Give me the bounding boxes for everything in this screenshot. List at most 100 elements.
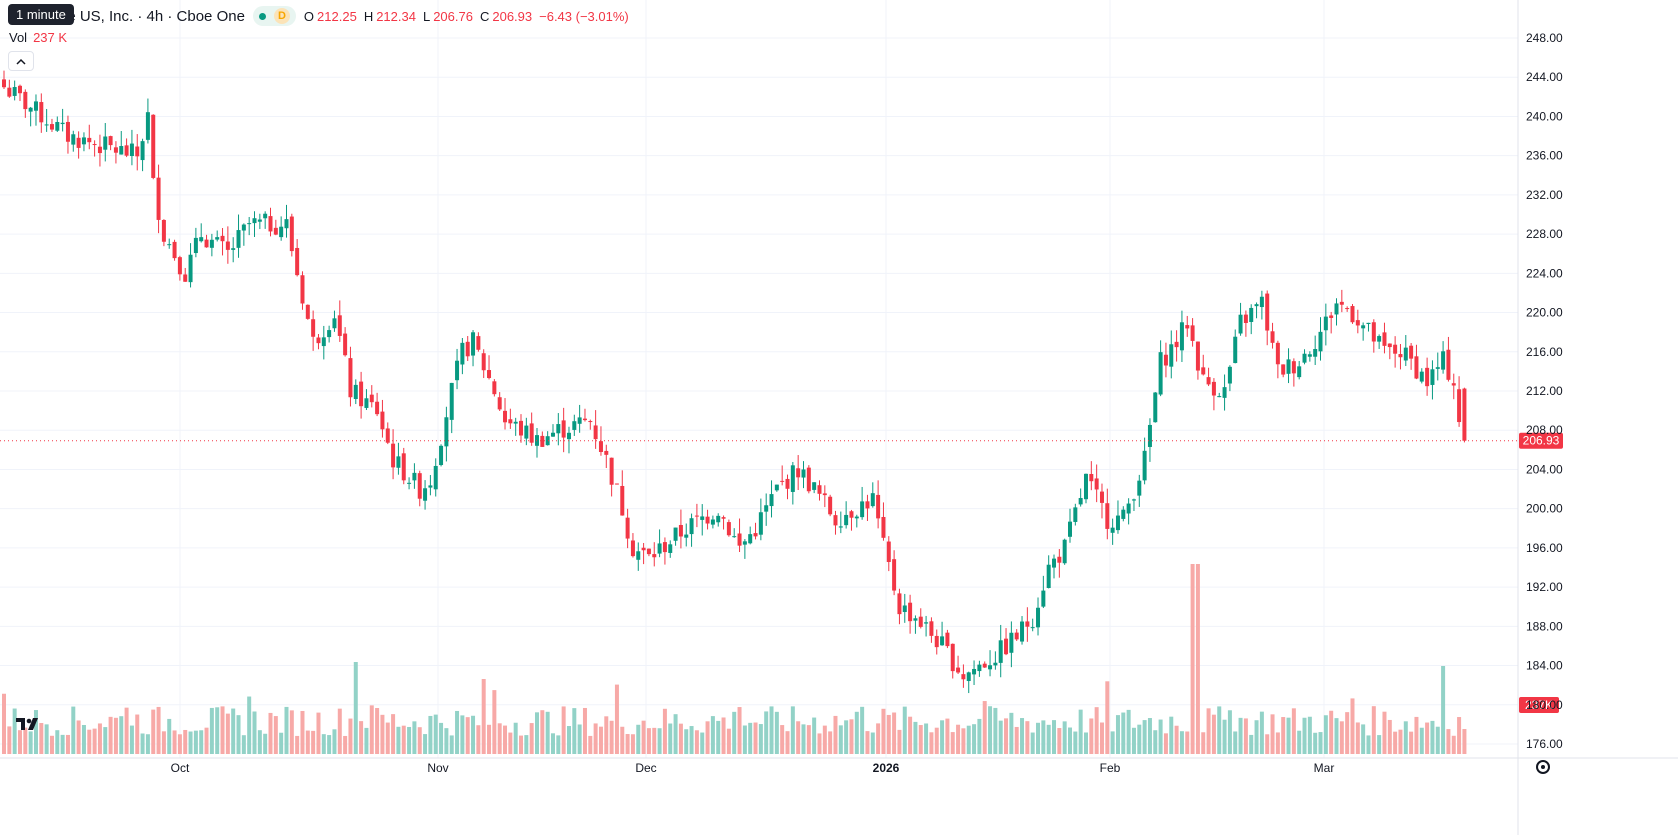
market-status[interactable]: D [252,6,296,26]
volume-bar [23,727,28,754]
candle-body [353,384,358,400]
candle-body [348,358,353,398]
candle-body [689,518,694,535]
candle-body [268,216,273,232]
volume-bar [833,715,838,754]
candle-body [1345,308,1350,310]
volume-bar [220,706,225,754]
volume-bar [1425,722,1430,754]
volume-bar [572,708,577,754]
volume-bar [33,710,38,754]
volume-bar [678,723,683,754]
last-volume-badge [1519,697,1559,713]
candle-body [1265,293,1270,331]
candle-body [1217,396,1222,398]
candle-body [1004,638,1009,655]
volume-bar [145,734,150,754]
volume-bar [598,726,603,754]
volume-bar [1211,714,1216,754]
volume-bar [183,729,188,754]
candle-body [508,419,513,424]
candle-body [945,632,950,647]
candle-body [305,304,310,319]
volume-bar [1297,730,1302,754]
candle-body [566,432,571,440]
candle-body [369,394,374,403]
volume-bar [508,732,513,754]
volume-bar [689,726,694,754]
candle-body [1451,383,1456,386]
volume-bar [1361,724,1366,754]
candle-body [396,456,401,468]
volume-bar [513,722,518,754]
price-tick-label: 220.00 [1526,306,1563,320]
volume-bar [1435,726,1440,754]
candle-body [1393,344,1398,354]
candle-body [44,124,49,126]
chart-settings-icon[interactable] [1536,760,1550,774]
volume-bar [449,735,454,754]
candle-body [23,91,28,110]
candle-body [572,421,577,430]
candle-body [908,602,913,622]
volume-bar [524,735,529,754]
volume-bar [129,725,134,754]
volume-bar [1137,724,1142,754]
price-tick-label: 184.00 [1526,659,1563,673]
candle-body [87,137,92,143]
volume-legend: Vol 237 K [9,30,67,45]
volume-bar [769,706,774,754]
tradingview-logo-icon[interactable] [16,716,42,734]
volume-bar [604,716,609,754]
candle-body [854,516,859,519]
volume-bar [337,708,342,754]
candle-body [183,274,188,282]
volume-bar [625,734,630,754]
volume-bar [1329,710,1334,754]
volume-bar [423,734,428,754]
volume-bar [1371,706,1376,754]
volume-bar [956,724,961,754]
volume-bar [1419,727,1424,754]
volume-bar [886,714,891,754]
candle-body [1462,388,1467,441]
volume-bar [988,706,993,754]
candle-body [428,485,433,488]
volume-bar [177,734,182,754]
volume-bar [124,707,129,754]
volume-bar [844,720,849,754]
volume-bar [950,732,955,754]
candle-body [209,239,214,248]
volume-bar [812,717,817,754]
volume-bar [471,715,476,754]
candle-body [433,465,438,490]
volume-bar [1052,720,1057,754]
candle-body [652,554,657,558]
volume-bar [49,735,54,754]
candle-body [295,247,300,276]
volume-bar [902,706,907,754]
collapse-legend-button[interactable] [8,51,34,71]
candle-body [65,121,70,142]
volume-bar [204,727,209,754]
volume-bar [439,722,444,754]
candle-body [492,381,497,395]
price-tick-label: 228.00 [1526,227,1563,241]
volume-bar [876,723,881,754]
volume-bar [444,728,449,754]
volume-bar [566,726,571,754]
symbol-title[interactable]: le US, Inc. · 4h · Cboe One [64,7,245,25]
candle-body [972,668,977,675]
volume-bar [593,723,598,754]
candle-body [1318,331,1323,352]
candle-body [577,417,582,424]
candle-body [582,418,587,421]
candle-body [1110,527,1115,533]
volume-bar [657,728,662,754]
candle-body [1425,367,1430,387]
volume-bar [700,732,705,754]
candle-body [108,136,113,146]
